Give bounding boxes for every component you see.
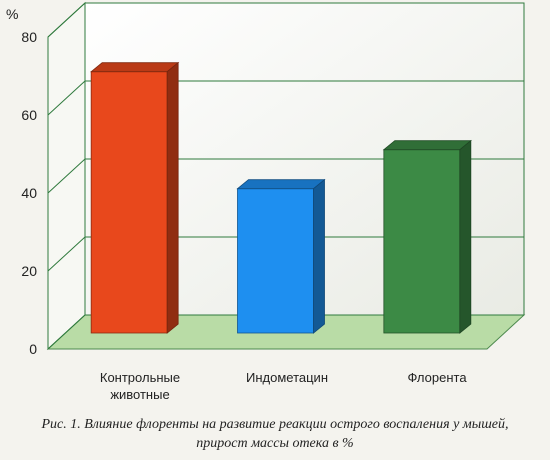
caption-line-2: прирост массы отека в % — [196, 436, 354, 451]
caption-line-1: Рис. 1. Влияние флоренты на развитие реа… — [41, 417, 509, 432]
figure-caption: Рис. 1. Влияние флоренты на развитие реа… — [0, 415, 550, 453]
bar-side — [166, 61, 179, 334]
y-tick-label: 40 — [21, 185, 37, 201]
x-tick-label: Контрольные животные — [100, 370, 180, 402]
y-axis-label: % — [6, 6, 18, 22]
x-tick-label-line: Флорента — [407, 370, 467, 385]
bar-top — [90, 62, 180, 73]
bar-front — [383, 149, 461, 334]
y-tick-label: 20 — [21, 263, 37, 279]
bar-front — [237, 188, 314, 334]
grid-line — [47, 2, 524, 38]
x-tick-label: Флорента — [407, 370, 467, 385]
grid-line — [47, 236, 524, 272]
bar-top — [382, 140, 472, 151]
x-tick-label: Индометацин — [246, 370, 328, 385]
y-tick-label: 0 — [29, 341, 37, 357]
bar — [236, 178, 326, 334]
grid-lines — [47, 2, 524, 350]
x-axis-labels: Контрольные животные Индометацин Флорента — [100, 370, 467, 402]
y-axis-ticks: 0 20 40 60 80 — [21, 29, 37, 357]
x-tick-label-line: животные — [110, 387, 169, 402]
grid-line — [47, 314, 524, 350]
x-tick-label-line: Индометацин — [246, 370, 328, 385]
bar-front — [90, 71, 168, 334]
grid-line — [47, 80, 524, 116]
bar — [90, 61, 180, 334]
bar-side — [459, 139, 472, 334]
grid-line — [47, 158, 524, 194]
x-tick-label-line: Контрольные — [100, 370, 180, 385]
bar — [382, 139, 472, 334]
y-tick-label: 60 — [21, 107, 37, 123]
bar-side — [313, 178, 325, 334]
bar-top — [236, 179, 326, 190]
bars — [90, 61, 472, 334]
y-tick-label: 80 — [21, 29, 37, 45]
